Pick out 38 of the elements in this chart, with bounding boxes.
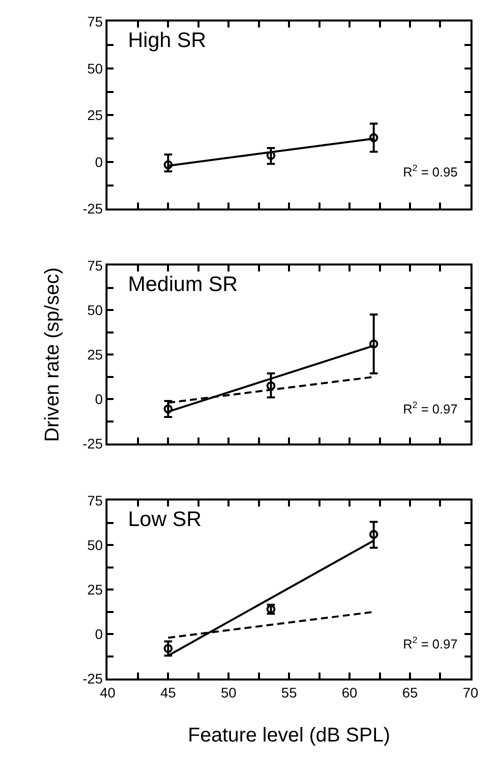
chart-title: High SR <box>128 29 206 52</box>
y-tick-label: 75 <box>87 14 104 30</box>
y-tick-label: -25 <box>82 436 104 452</box>
y-tick-label: 0 <box>95 154 104 170</box>
x-axis-title: Feature level (dB SPL) <box>188 724 390 747</box>
y-tick-label: 25 <box>87 346 104 363</box>
x-tick-label: 55 <box>281 684 298 701</box>
y-tick-label: 0 <box>95 626 104 642</box>
y-tick-label: 25 <box>87 582 104 598</box>
point <box>266 150 276 160</box>
chart-title: Medium SR <box>128 273 238 296</box>
point <box>164 404 173 414</box>
y-tick-label: -25 <box>82 200 104 217</box>
y-axis-title: Driven rate (sp/sec) <box>42 267 64 442</box>
point <box>369 339 378 348</box>
y-tick-label: 75 <box>87 257 104 274</box>
y-tick-label: -25 <box>82 670 104 687</box>
y-tick-label: 25 <box>87 107 104 124</box>
point <box>266 381 276 390</box>
x-tick-label: 70 <box>462 684 478 701</box>
point <box>369 133 378 142</box>
y-tick-label: 50 <box>87 60 104 76</box>
x-tick-label: 65 <box>402 684 418 701</box>
point <box>369 530 378 539</box>
x-tick-label: 40 <box>100 684 116 701</box>
annotation: R$^{2}$ = 0.97 <box>403 635 458 652</box>
point <box>164 160 173 170</box>
annotation: R$^{2}$ = 0.95 <box>403 163 458 180</box>
x-tick-label: 50 <box>220 684 237 701</box>
point <box>164 644 173 653</box>
x-tick-label: 45 <box>160 684 176 701</box>
y-tick-label: 75 <box>87 492 104 508</box>
y-tick-label: 50 <box>87 536 104 553</box>
x-tick-label: 60 <box>342 684 358 701</box>
chart-title: Low SR <box>128 508 202 531</box>
y-tick-label: 0 <box>95 391 104 408</box>
y-tick-label: 50 <box>87 302 104 318</box>
annotation: R$^{2}$ = 0.97 <box>403 400 458 416</box>
